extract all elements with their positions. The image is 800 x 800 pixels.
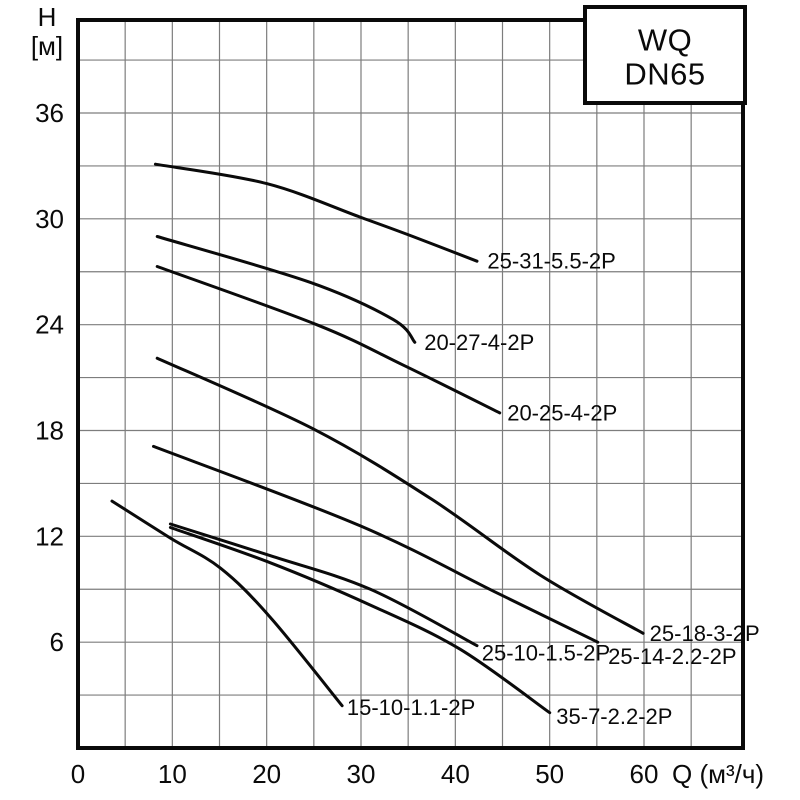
plot-frame <box>76 18 745 750</box>
x-tick-30: 30 <box>347 759 376 789</box>
curve-25-10-1.5-2P <box>168 522 479 648</box>
curve-25-31-5.5-2P <box>153 162 479 263</box>
x-axis-label: Q (м³/ч) <box>672 759 764 789</box>
y-tick-36: 36 <box>35 98 64 128</box>
curve-25-14-2.2-2P <box>152 444 600 644</box>
curve-label-25-14-2.2-2P: 25-14-2.2-2P <box>608 644 736 669</box>
y-axis-name: H <box>38 2 57 32</box>
title-box-border <box>583 5 747 105</box>
title-line2: DN65 <box>624 57 705 92</box>
curve-label-15-10-1.1-2P: 15-10-1.1-2P <box>347 695 475 720</box>
y-tick-18: 18 <box>35 416 64 446</box>
x-tick-10: 10 <box>158 759 187 789</box>
y-axis-unit: [м] <box>31 31 63 61</box>
curve-labels: 25-31-5.5-2P 20-27-4-2P 20-25-4-2P 25-18-3-… <box>347 249 760 729</box>
y-axis-tick-labels: 6 12 18 24 30 36 <box>35 98 64 657</box>
curve-35-7-2.2-2P <box>168 526 552 715</box>
x-tick-20: 20 <box>252 759 281 789</box>
title-line1: WQ <box>638 23 692 58</box>
curve-15-10-1.1-2P <box>110 499 344 708</box>
curve-20-25-4-2P <box>155 265 502 415</box>
x-tick-40: 40 <box>441 759 470 789</box>
pump-curves <box>110 162 645 715</box>
curve-label-35-7-2.2-2P: 35-7-2.2-2P <box>556 704 672 729</box>
curve-label-20-27-4-2P: 20-27-4-2P <box>424 330 534 355</box>
curve-25-18-3-2P <box>155 356 645 635</box>
grid-lines <box>78 20 744 748</box>
y-tick-12: 12 <box>35 521 64 551</box>
y-tick-30: 30 <box>35 204 64 234</box>
curve-label-25-18-3-2P: 25-18-3-2P <box>650 621 760 646</box>
curve-label-20-25-4-2P: 20-25-4-2P <box>507 400 617 425</box>
y-tick-24: 24 <box>35 310 64 340</box>
x-tick-60: 60 <box>630 759 659 789</box>
curve-label-25-31-5.5-2P: 25-31-5.5-2P <box>487 249 615 274</box>
y-tick-6: 6 <box>50 627 64 657</box>
title-box: WQ DN65 <box>583 5 747 105</box>
x-axis-tick-labels: 0 10 20 30 40 50 60 <box>71 759 659 789</box>
x-tick-0: 0 <box>71 759 85 789</box>
curve-label-25-10-1.5-2P: 25-10-1.5-2P <box>482 640 610 665</box>
curve-20-27-4-2P <box>155 235 417 344</box>
x-tick-50: 50 <box>535 759 564 789</box>
